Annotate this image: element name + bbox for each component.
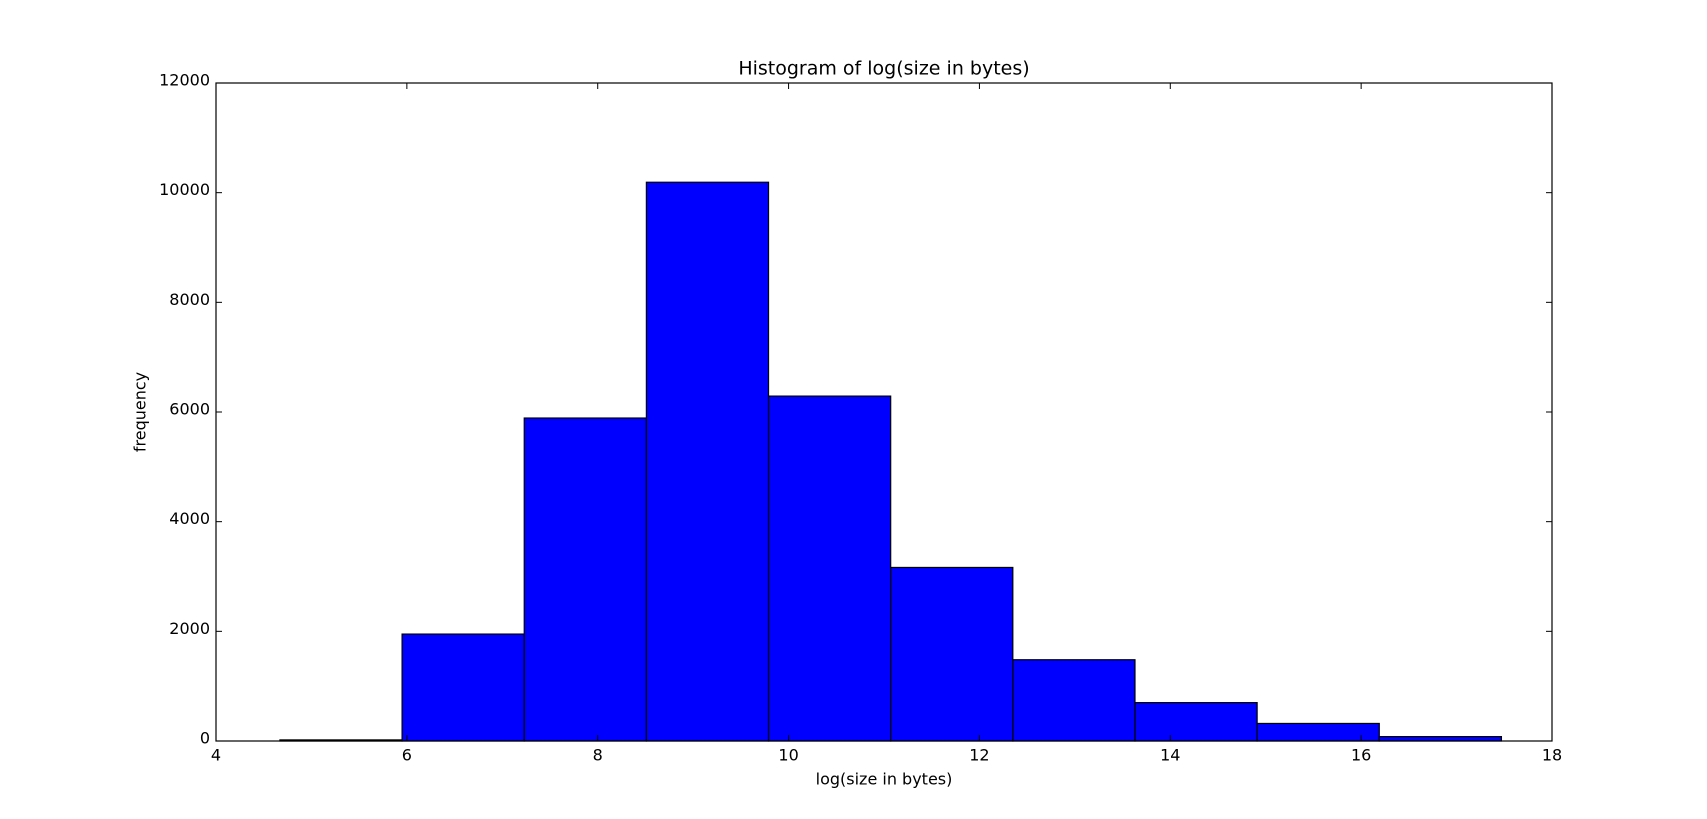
bar (890, 566, 1014, 742)
x-tick-label: 4 (211, 746, 221, 765)
bar (1134, 702, 1258, 742)
bar (767, 395, 892, 742)
bar (401, 633, 525, 742)
bar (523, 417, 647, 742)
y-tick-label: 10000 (159, 180, 210, 199)
x-axis-label: log(size in bytes) (816, 770, 953, 789)
bar (1378, 736, 1503, 742)
x-tick-label: 8 (593, 746, 603, 765)
y-tick-label: 12000 (159, 71, 210, 90)
y-tick-label: 8000 (169, 290, 210, 309)
y-tick-label: 0 (200, 729, 210, 748)
x-tick-label: 12 (969, 746, 989, 765)
x-tick-label: 16 (1351, 746, 1371, 765)
x-tick-label: 14 (1160, 746, 1180, 765)
y-tick-label: 6000 (169, 400, 210, 419)
x-tick-label: 10 (778, 746, 798, 765)
bar (1012, 659, 1136, 742)
chart-title: Histogram of log(size in bytes) (738, 58, 1029, 80)
x-tick-label: 6 (402, 746, 412, 765)
y-axis-label: frequency (131, 372, 150, 452)
y-tick-label: 2000 (169, 619, 210, 638)
bar (645, 181, 770, 742)
x-tick-label: 18 (1542, 746, 1562, 765)
y-tick-label: 4000 (169, 509, 210, 528)
